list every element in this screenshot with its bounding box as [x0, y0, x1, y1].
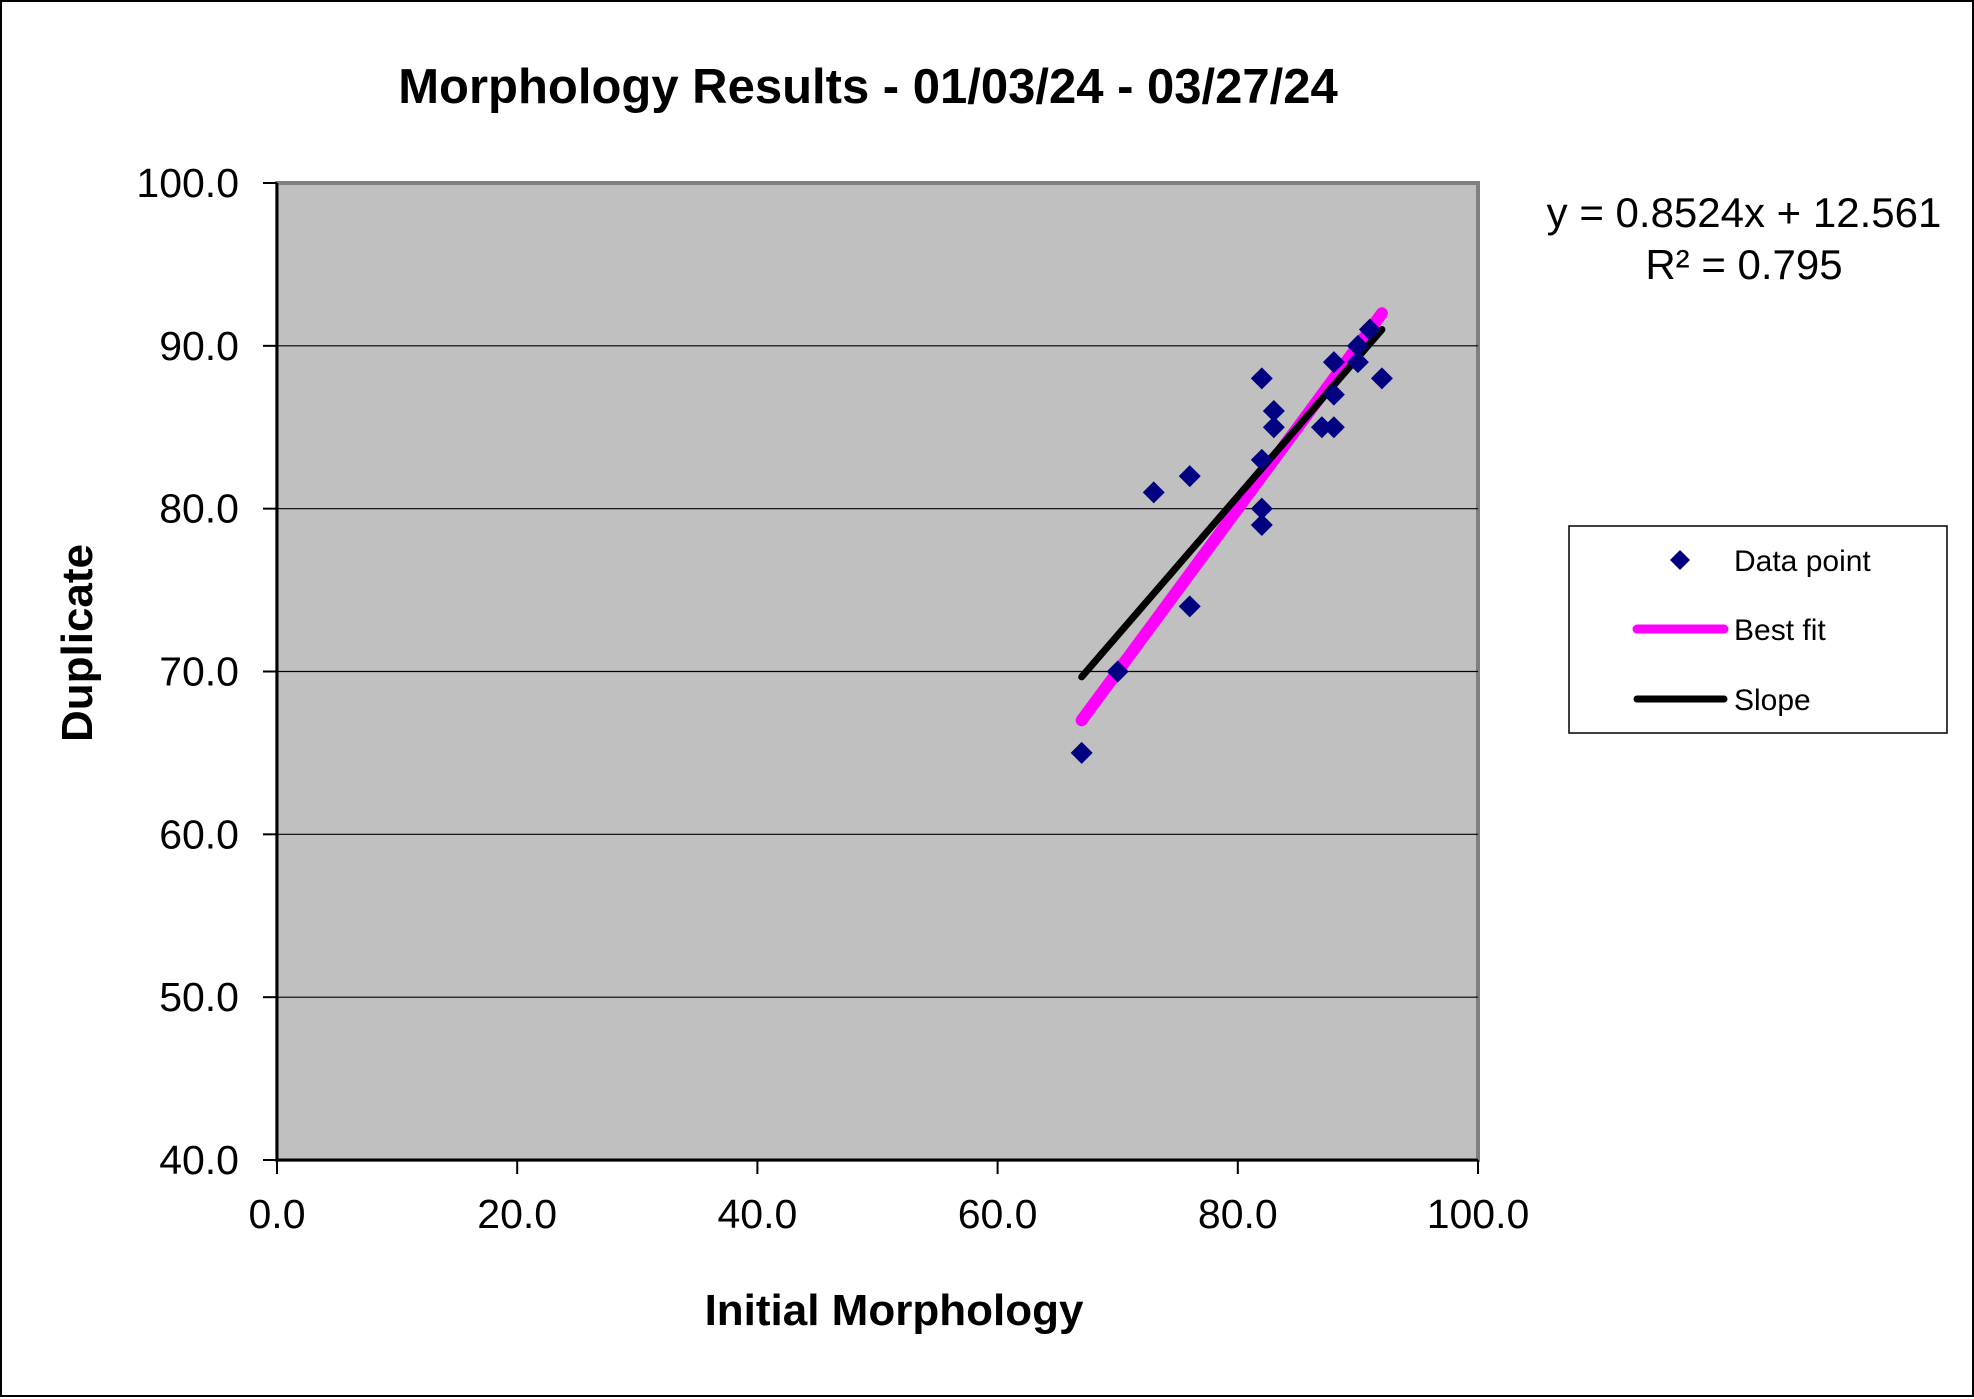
legend-label-best-fit: Best fit — [1734, 614, 1826, 647]
gridlines — [277, 345, 1478, 998]
data-point-marker — [1178, 595, 1201, 618]
r-squared-value: R² = 0.795 — [1645, 241, 1842, 288]
x-axis-tick-labels: 0.0 20.0 40.0 60.0 80.0 100.0 — [249, 1191, 1530, 1237]
data-point-marker — [1178, 465, 1201, 488]
y-tick-label: 80.0 — [159, 486, 239, 532]
y-axis-tick-labels: 40.0 50.0 60.0 70.0 80.0 90.0 100.0 — [136, 160, 239, 1183]
axes — [263, 182, 1479, 1174]
data-point-marker — [1070, 741, 1093, 764]
legend-box — [1568, 525, 1948, 734]
legend: Data point Best fit Slope — [1568, 525, 1948, 734]
best-fit-line — [1075, 307, 1388, 727]
chart-title: Morphology Results - 01/03/24 - 03/27/24 — [398, 60, 1338, 114]
data-point-marker — [1250, 497, 1273, 520]
data-point-marker — [1346, 351, 1369, 374]
data-point-marker — [1142, 481, 1165, 504]
data-point-marker — [1262, 416, 1285, 439]
legend-label-slope: Slope — [1734, 684, 1811, 717]
legend-diamond-icon — [1670, 550, 1690, 570]
data-point-marker — [1322, 383, 1345, 406]
y-tick-label: 90.0 — [159, 323, 239, 369]
data-point-marker — [1346, 334, 1369, 357]
data-point-marker — [1310, 416, 1333, 439]
x-tick-label: 0.0 — [249, 1191, 306, 1237]
x-tick-label: 20.0 — [477, 1191, 557, 1237]
data-point-marker — [1322, 416, 1345, 439]
legend-label-data-point: Data point — [1734, 545, 1871, 578]
data-point-marker — [1250, 367, 1273, 390]
y-tick-label: 50.0 — [159, 974, 239, 1020]
x-tick-label: 80.0 — [1198, 1191, 1278, 1237]
x-tick-label: 100.0 — [1427, 1191, 1530, 1237]
y-tick-label: 70.0 — [159, 649, 239, 695]
y-tick-label: 100.0 — [136, 160, 239, 206]
y-tick-label: 60.0 — [159, 811, 239, 857]
data-point-marker — [1250, 513, 1273, 536]
y-axis-title: Duplicate — [53, 544, 102, 742]
y-tick-label: 40.0 — [159, 1137, 239, 1183]
data-point-marker — [1106, 660, 1129, 683]
data-point-marker — [1358, 318, 1381, 341]
data-point-marker — [1262, 399, 1285, 422]
data-point-marker — [1322, 351, 1345, 374]
trendline-equation: y = 0.8524x + 12.561 — [1547, 189, 1942, 236]
data-point-marker — [1250, 448, 1273, 471]
x-tick-label: 40.0 — [717, 1191, 797, 1237]
data-series — [1070, 307, 1393, 764]
x-tick-label: 60.0 — [958, 1191, 1038, 1237]
data-point-marker — [1370, 367, 1393, 390]
x-axis-title: Initial Morphology — [705, 1286, 1084, 1335]
